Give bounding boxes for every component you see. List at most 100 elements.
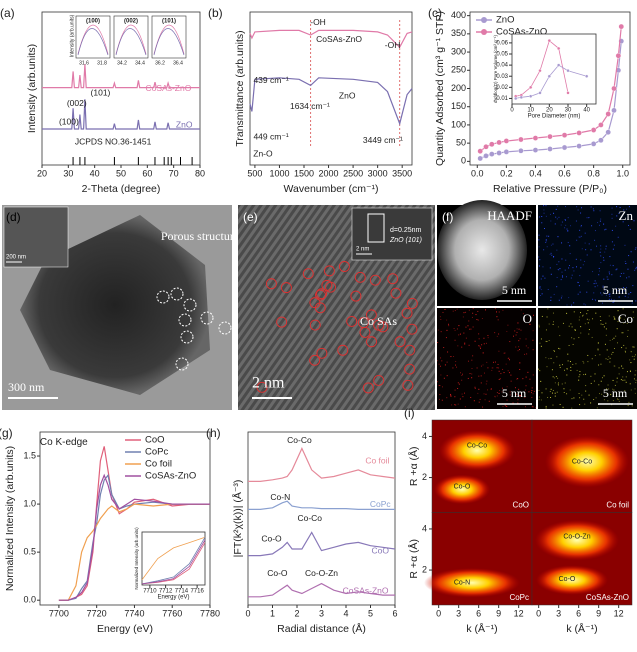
x-tick-label: 40 bbox=[90, 168, 100, 178]
signal-dot bbox=[525, 376, 527, 378]
atom-circle bbox=[337, 344, 349, 356]
y-axis-label: Normalized Intensity (arb.units) bbox=[4, 446, 16, 591]
signal-dot bbox=[631, 355, 633, 357]
signal-dot bbox=[505, 405, 507, 407]
map-label: CoPc bbox=[509, 593, 529, 602]
signal-dot bbox=[522, 313, 524, 315]
signal-dot bbox=[478, 388, 480, 390]
annotation: -OH bbox=[310, 17, 326, 27]
signal-dot bbox=[514, 330, 516, 332]
signal-dot bbox=[494, 396, 496, 398]
signal-dot bbox=[540, 380, 542, 382]
signal-dot bbox=[471, 377, 473, 379]
signal-dot bbox=[557, 205, 559, 207]
signal-dot bbox=[603, 399, 605, 401]
signal-dot bbox=[629, 228, 631, 230]
signal-dot bbox=[545, 357, 547, 359]
signal-dot bbox=[584, 260, 586, 262]
signal-dot bbox=[524, 353, 526, 355]
signal-dot bbox=[553, 256, 555, 258]
signal-dot bbox=[560, 224, 562, 226]
signal-dot bbox=[605, 328, 607, 330]
signal-dot bbox=[446, 375, 448, 377]
x-tick-label: 0.6 bbox=[558, 168, 571, 178]
signal-dot bbox=[623, 318, 625, 320]
annotation: Co-Co bbox=[287, 435, 312, 445]
signal-dot bbox=[613, 318, 615, 320]
signal-dot bbox=[484, 399, 486, 401]
signal-dot bbox=[481, 318, 483, 320]
series-line bbox=[248, 582, 395, 598]
x-tick-label: 3000 bbox=[368, 168, 388, 178]
series-label: ZnO bbox=[339, 90, 356, 100]
signal-dot bbox=[579, 371, 581, 373]
signal-dot bbox=[553, 350, 555, 352]
signal-dot bbox=[561, 364, 563, 366]
signal-dot bbox=[624, 290, 626, 292]
signal-dot bbox=[516, 393, 518, 395]
signal-dot bbox=[623, 272, 625, 274]
signal-dot bbox=[498, 350, 500, 352]
point bbox=[528, 94, 533, 98]
signal-dot bbox=[557, 236, 559, 238]
signal-dot bbox=[579, 229, 581, 231]
signal-dot bbox=[612, 265, 614, 267]
signal-dot bbox=[550, 396, 552, 398]
signal-dot bbox=[501, 387, 503, 389]
signal-dot bbox=[600, 262, 602, 264]
signal-dot bbox=[561, 271, 563, 273]
signal-dot bbox=[561, 383, 563, 385]
signal-dot bbox=[562, 406, 564, 408]
signal-dot bbox=[485, 393, 487, 395]
signal-dot bbox=[612, 400, 614, 402]
signal-dot bbox=[541, 293, 543, 295]
signal-dot bbox=[603, 375, 605, 377]
signal-dot bbox=[612, 302, 614, 304]
signal-dot bbox=[566, 368, 568, 370]
signal-dot bbox=[582, 264, 584, 266]
signal-dot bbox=[498, 367, 500, 369]
signal-dot bbox=[441, 399, 443, 401]
signal-dot bbox=[606, 388, 608, 390]
signal-dot bbox=[440, 318, 442, 320]
signal-dot bbox=[591, 336, 593, 338]
atom-circle bbox=[402, 379, 414, 391]
signal-dot bbox=[468, 328, 470, 330]
signal-dot bbox=[626, 208, 628, 210]
signal-dot bbox=[584, 242, 586, 244]
signal-dot bbox=[582, 360, 584, 362]
signal-dot bbox=[594, 230, 596, 232]
scale-label: 2 nm bbox=[356, 247, 369, 253]
x-tick-label: 3 bbox=[319, 608, 324, 618]
x-tick-label: 20 bbox=[546, 108, 553, 114]
point bbox=[547, 74, 552, 78]
x-tick-label: 7710 bbox=[143, 589, 157, 595]
signal-dot bbox=[519, 362, 521, 364]
signal-dot bbox=[575, 220, 577, 222]
signal-dot bbox=[464, 342, 466, 344]
signal-dot bbox=[576, 239, 578, 241]
signal-dot bbox=[452, 367, 454, 369]
signal-dot bbox=[578, 379, 580, 381]
signal-dot bbox=[506, 399, 508, 401]
series-label: ZnO bbox=[176, 119, 193, 129]
x-tick-label: 0.4 bbox=[529, 168, 542, 178]
x-tick-label: 500 bbox=[247, 168, 262, 178]
inset-box bbox=[367, 213, 385, 243]
signal-dot bbox=[573, 311, 575, 313]
x-axis-label: k (Å⁻¹) bbox=[566, 622, 597, 635]
signal-dot bbox=[534, 407, 536, 409]
signal-dot bbox=[580, 212, 582, 214]
atom-circle bbox=[406, 323, 418, 335]
signal-dot bbox=[634, 248, 636, 250]
y-tick-label: 0.03 bbox=[496, 74, 508, 80]
series-line bbox=[249, 77, 413, 126]
signal-dot bbox=[464, 406, 466, 408]
signal-dot bbox=[540, 289, 542, 291]
x-tick-label: 70 bbox=[169, 168, 179, 178]
signal-dot bbox=[507, 324, 509, 326]
signal-dot bbox=[620, 272, 622, 274]
atom-circle bbox=[358, 317, 369, 329]
signal-dot bbox=[632, 346, 634, 348]
signal-dot bbox=[550, 388, 552, 390]
